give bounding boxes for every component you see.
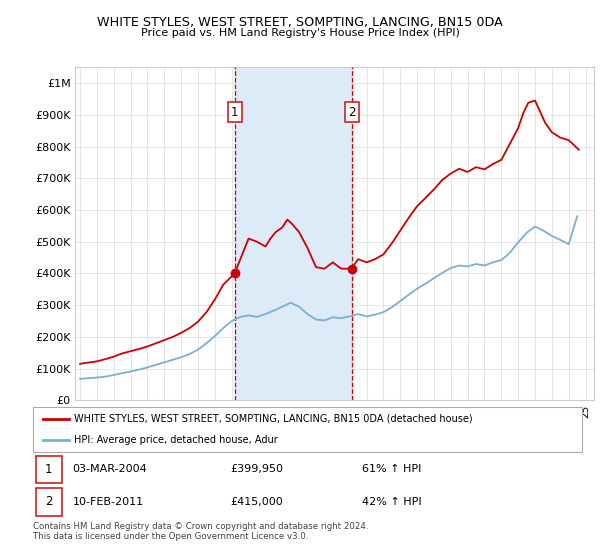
Text: £415,000: £415,000 bbox=[230, 497, 283, 507]
FancyBboxPatch shape bbox=[36, 488, 62, 516]
Text: 03-MAR-2004: 03-MAR-2004 bbox=[73, 464, 147, 474]
Text: WHITE STYLES, WEST STREET, SOMPTING, LANCING, BN15 0DA (detached house): WHITE STYLES, WEST STREET, SOMPTING, LAN… bbox=[74, 414, 473, 424]
Text: Contains HM Land Registry data © Crown copyright and database right 2024.
This d: Contains HM Land Registry data © Crown c… bbox=[33, 522, 368, 542]
Text: 2: 2 bbox=[348, 106, 355, 119]
Text: 1: 1 bbox=[231, 106, 238, 119]
FancyBboxPatch shape bbox=[36, 456, 62, 483]
Text: 1: 1 bbox=[45, 463, 53, 476]
Text: Price paid vs. HM Land Registry's House Price Index (HPI): Price paid vs. HM Land Registry's House … bbox=[140, 28, 460, 38]
Text: HPI: Average price, detached house, Adur: HPI: Average price, detached house, Adur bbox=[74, 435, 278, 445]
Text: 42% ↑ HPI: 42% ↑ HPI bbox=[362, 497, 422, 507]
Text: WHITE STYLES, WEST STREET, SOMPTING, LANCING, BN15 0DA: WHITE STYLES, WEST STREET, SOMPTING, LAN… bbox=[97, 16, 503, 29]
Text: 10-FEB-2011: 10-FEB-2011 bbox=[73, 497, 143, 507]
FancyBboxPatch shape bbox=[33, 407, 582, 452]
Text: 61% ↑ HPI: 61% ↑ HPI bbox=[362, 464, 422, 474]
Text: 2: 2 bbox=[45, 496, 53, 508]
Text: £399,950: £399,950 bbox=[230, 464, 284, 474]
Bar bbox=[235, 67, 352, 400]
